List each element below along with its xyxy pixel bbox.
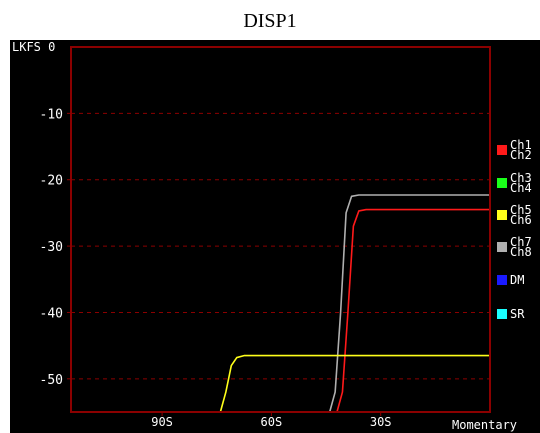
series-line-3: [219, 354, 490, 413]
y-tick-label: -10: [40, 107, 63, 122]
legend-label: DM: [510, 273, 525, 287]
legend-label: Ch5 Ch6: [510, 203, 532, 227]
series-line-1: [328, 194, 490, 413]
y-tick-label: -50: [40, 373, 63, 388]
legend-swatch: [497, 309, 507, 319]
legend-label-bottom: Ch2: [510, 148, 532, 162]
legend-item[interactable]: Ch3 Ch4: [497, 171, 532, 195]
legend-swatch: [497, 242, 507, 252]
legend-label-top: Ch7: [510, 235, 532, 249]
x-tick-label: 60S: [261, 415, 283, 429]
legend-swatch: [497, 210, 507, 220]
legend-label-top: Ch3: [510, 171, 532, 185]
series-line-2: [336, 208, 490, 413]
legend-label: SR: [510, 307, 525, 321]
window-title: DISP1: [243, 10, 297, 32]
legend-item[interactable]: SR: [497, 307, 525, 321]
y-tick-label: -40: [40, 306, 63, 321]
loudness-chart: -10 -20 -30 -40 -50 90S 60S 30S: [40, 46, 491, 429]
legend-label-top: Ch1: [510, 138, 532, 152]
legend-swatch: [497, 145, 507, 155]
legend-label-bottom: Ch6: [510, 213, 532, 227]
legend-swatch: [497, 178, 507, 188]
x-tick-label: 90S: [151, 415, 173, 429]
loudness-display: LKFS 0 -10 -20 -30 -40 -50 90S 60S 30S Ch1 Ch2 Ch…: [10, 40, 540, 433]
y-tick-label: -30: [40, 240, 63, 255]
y-tick-label: -20: [40, 174, 63, 189]
legend-label-top: Ch5: [510, 203, 532, 217]
plot-frame: [70, 46, 491, 413]
legend-label-bottom: Ch4: [510, 181, 532, 195]
x-tick-label: 30S: [370, 415, 392, 429]
legend-label: Ch7 Ch8: [510, 235, 532, 259]
legend-item[interactable]: Ch1 Ch2: [497, 138, 532, 162]
legend-label: Ch3 Ch4: [510, 171, 532, 195]
measurement-mode-label[interactable]: Momentary: [452, 418, 518, 432]
legend-item[interactable]: DM: [497, 273, 525, 287]
legend-label: Ch1 Ch2: [510, 138, 532, 162]
legend-item[interactable]: Ch5 Ch6: [497, 203, 532, 227]
unit-label: LKFS 0: [12, 40, 56, 54]
legend-swatch: [497, 275, 507, 285]
legend-label-bottom: Ch8: [510, 245, 532, 259]
legend-item[interactable]: Ch7 Ch8: [497, 235, 532, 259]
